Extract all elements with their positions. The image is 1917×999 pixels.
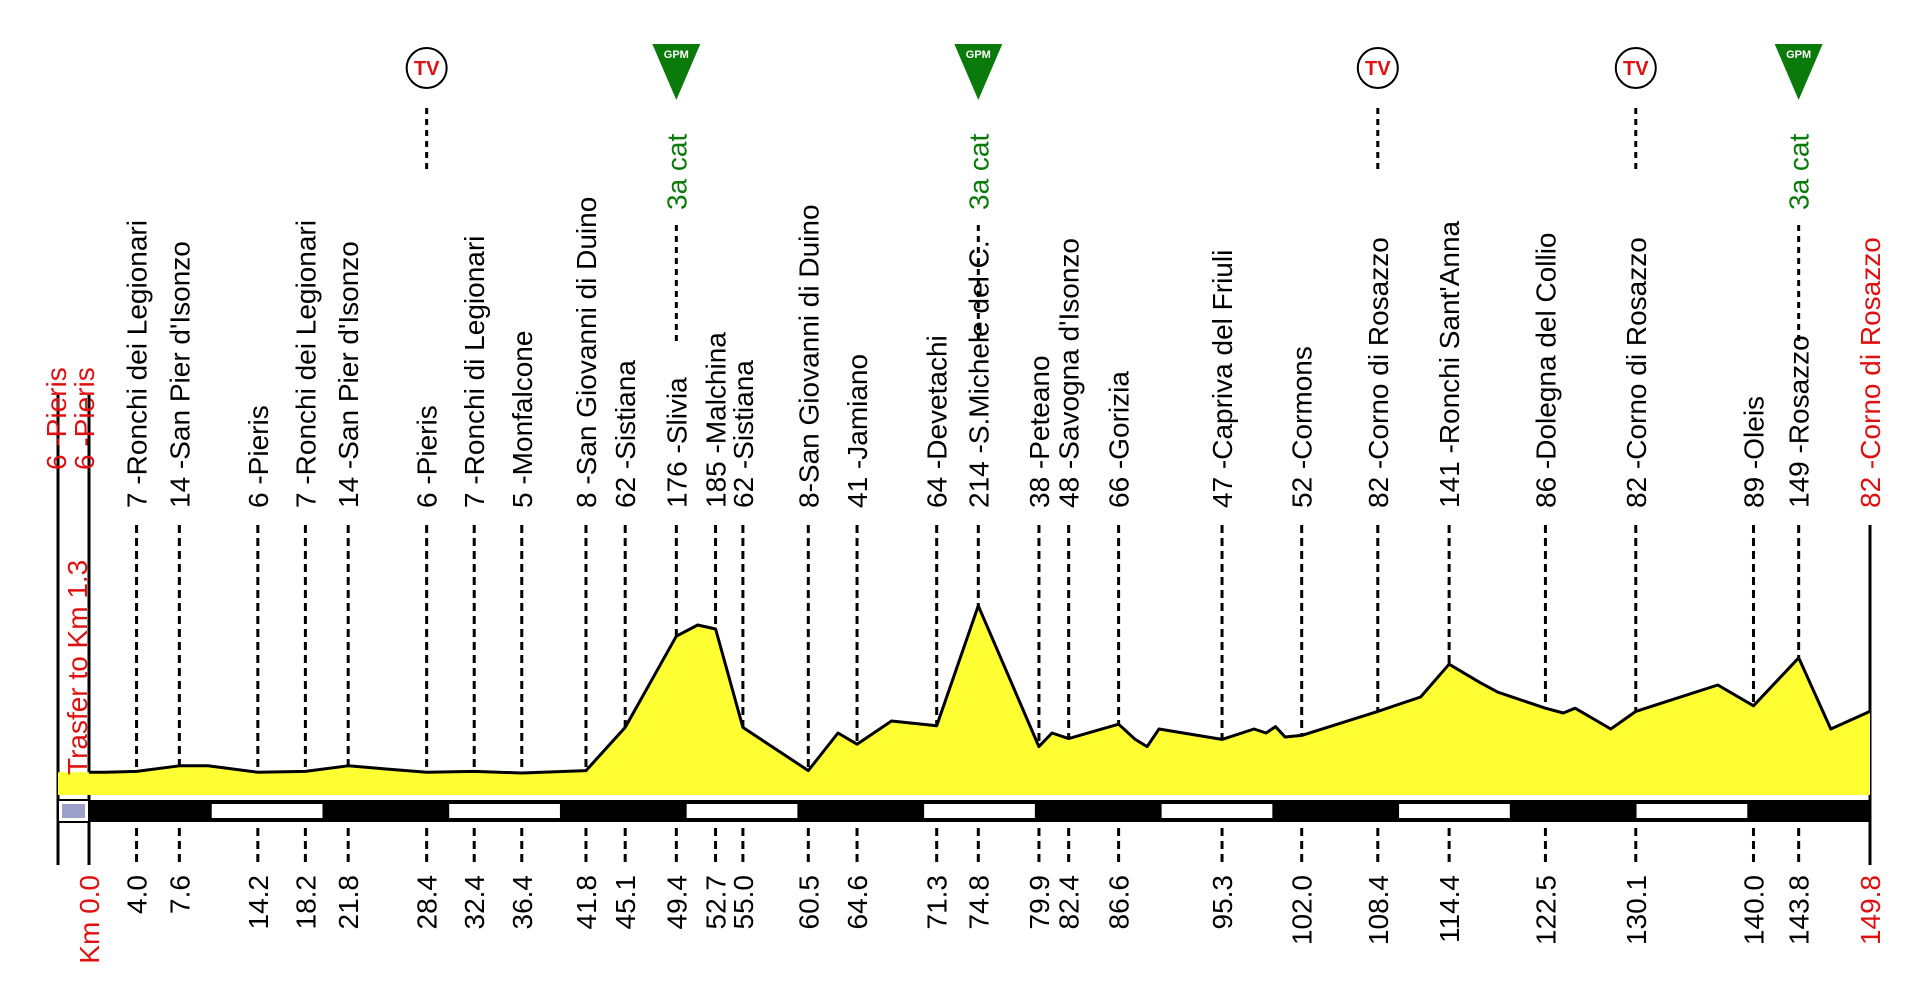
location-label: 8-San Giovanni di Duino xyxy=(793,204,824,508)
gpm-triangle xyxy=(652,44,701,100)
location-label: 7 -Ronchi dei Legionari xyxy=(122,220,153,508)
gpm-triangle xyxy=(1774,44,1823,100)
location-label: 89 -Oleis xyxy=(1739,396,1770,508)
km-tick-label: 108.4 xyxy=(1363,875,1394,945)
km-tick-label: 32.4 xyxy=(459,875,490,930)
location-label: 48 -Savogna d'Isonzo xyxy=(1054,238,1085,508)
gpm-label: GPM xyxy=(966,49,991,61)
km-tick-label: 14.2 xyxy=(243,875,274,930)
gpm-label: GPM xyxy=(1786,49,1811,61)
scale-bar-segment xyxy=(1636,804,1748,818)
location-label: 41 -Jamiano xyxy=(842,354,873,508)
location-label: 5 -Monfalcone xyxy=(507,331,538,508)
km-tick-label: 36.4 xyxy=(507,875,538,930)
location-label: 66 -Gorizia xyxy=(1104,371,1135,508)
km-tick-label: 64.6 xyxy=(842,875,873,930)
location-label: 176 -Slivia xyxy=(661,377,692,508)
location-label: 6 -Pieris xyxy=(412,405,443,508)
location-label: 82 -Corno di Rosazzo xyxy=(1855,237,1886,508)
km-tick-label: 49.4 xyxy=(661,875,692,930)
km-tick-label: 95.3 xyxy=(1207,875,1238,930)
km-tick-label: 21.8 xyxy=(333,875,364,930)
climb-category-label: 3a cat xyxy=(963,134,994,210)
km-tick-label: 149.8 xyxy=(1855,875,1886,945)
scale-bar-segment xyxy=(1399,804,1510,818)
km-tick-label: 52.7 xyxy=(701,875,732,930)
km-tick-label: 140.0 xyxy=(1739,875,1770,945)
climb-category-label: 3a cat xyxy=(661,134,692,210)
km-tick-label: 82.4 xyxy=(1054,875,1085,930)
location-label: 82 -Corno di Rosazzo xyxy=(1363,237,1394,508)
km-tick-label: 7.6 xyxy=(164,875,195,914)
km-tick-label: 102.0 xyxy=(1287,875,1318,945)
km-tick-label: 79.9 xyxy=(1024,875,1055,930)
marker-layer: GPM 3a cat GPM 3a cat GPM 3a cat TV TV TV xyxy=(405,44,1823,345)
km-tick-label: 74.8 xyxy=(963,875,994,930)
start-label-1: 6 -Pieris xyxy=(41,367,72,470)
scale-bar-segment xyxy=(686,804,798,818)
gpm-triangle xyxy=(954,44,1003,100)
scale-bar-segment xyxy=(449,804,560,818)
transfer-bar-hatch xyxy=(62,804,85,818)
km-tick-label: 143.8 xyxy=(1784,875,1815,945)
km-tick-label: 71.3 xyxy=(922,875,953,930)
km-tick-label-layer: Km 0.0 4.0 7.6 14.2 18.2 21.8 28.4 32.4 36.4 41.8… xyxy=(74,875,1886,964)
start-label-2: 6 -Pieris xyxy=(69,367,100,470)
km-tick-label: Km 0.0 xyxy=(74,875,105,964)
climb-category-label: 3a cat xyxy=(1784,134,1815,210)
transfer-label: Trasfer to Km 1.3 xyxy=(62,560,93,775)
location-label: 47 -Capriva del Friuli xyxy=(1207,250,1238,508)
scale-bar-segment xyxy=(1161,804,1273,818)
location-label: 62 -Sistiana xyxy=(610,360,641,508)
tv-circle xyxy=(1614,47,1657,89)
tv-label: TV xyxy=(1623,58,1649,80)
km-tick-label: 122.5 xyxy=(1530,875,1561,945)
km-tick-label: 86.6 xyxy=(1104,875,1135,930)
location-label: 8 -San Giovanni di Duino xyxy=(571,197,602,508)
location-label: 7 -Ronchi di Legionari xyxy=(459,236,490,508)
location-label: 86 -Dolegna del Collio xyxy=(1530,232,1561,508)
location-label: 149 -Rosazzo xyxy=(1784,335,1815,508)
location-label: 62 -Sistiana xyxy=(728,360,759,508)
tv-label: TV xyxy=(1365,58,1391,80)
location-label: 52 -Cormons xyxy=(1287,346,1318,508)
scale-bar-segment xyxy=(924,804,1035,818)
km-tick-label: 130.1 xyxy=(1621,875,1652,945)
km-tick-label: 18.2 xyxy=(290,875,321,930)
tv-circle xyxy=(1356,47,1399,89)
km-tick-label: 60.5 xyxy=(793,875,824,930)
km-tick-label: 28.4 xyxy=(412,875,443,930)
scale-bar-segment xyxy=(211,804,323,818)
location-label: 14 -San Pier d'Isonzo xyxy=(333,241,364,508)
location-label: 64 -Devetachi xyxy=(922,335,953,508)
elevation-outline xyxy=(89,604,1871,775)
dropline-layer xyxy=(135,525,1801,865)
location-label: 141 -Ronchi Sant'Anna xyxy=(1434,220,1465,508)
km-tick-label: 114.4 xyxy=(1434,875,1465,943)
location-label: 82 -Corno di Rosazzo xyxy=(1621,237,1652,508)
km-scale-bar xyxy=(57,799,1870,823)
km-tick-label: 45.1 xyxy=(610,875,641,930)
gpm-label: GPM xyxy=(664,49,689,61)
km-tick-label: 41.8 xyxy=(571,875,602,930)
location-label-layer: 7 -Ronchi dei Legionari 14 -San Pier d'Is… xyxy=(122,197,1886,508)
location-label: 14 -San Pier d'Isonzo xyxy=(164,241,195,508)
km-tick-label: 55.0 xyxy=(728,875,759,930)
start-label-layer: 6 -Pieris 6 -Pieris Trasfer to Km 1.3 xyxy=(41,367,100,775)
location-label: 6 -Pieris xyxy=(243,405,274,508)
location-label: 38 -Peteano xyxy=(1024,355,1055,508)
elevation-area xyxy=(58,605,1870,795)
km-tick-label: 4.0 xyxy=(122,875,153,914)
location-label: 185 -Malchina xyxy=(701,332,732,508)
tv-label: TV xyxy=(414,58,440,80)
tv-circle xyxy=(405,47,448,89)
location-label: 7 -Ronchi dei Legionari xyxy=(290,220,321,508)
